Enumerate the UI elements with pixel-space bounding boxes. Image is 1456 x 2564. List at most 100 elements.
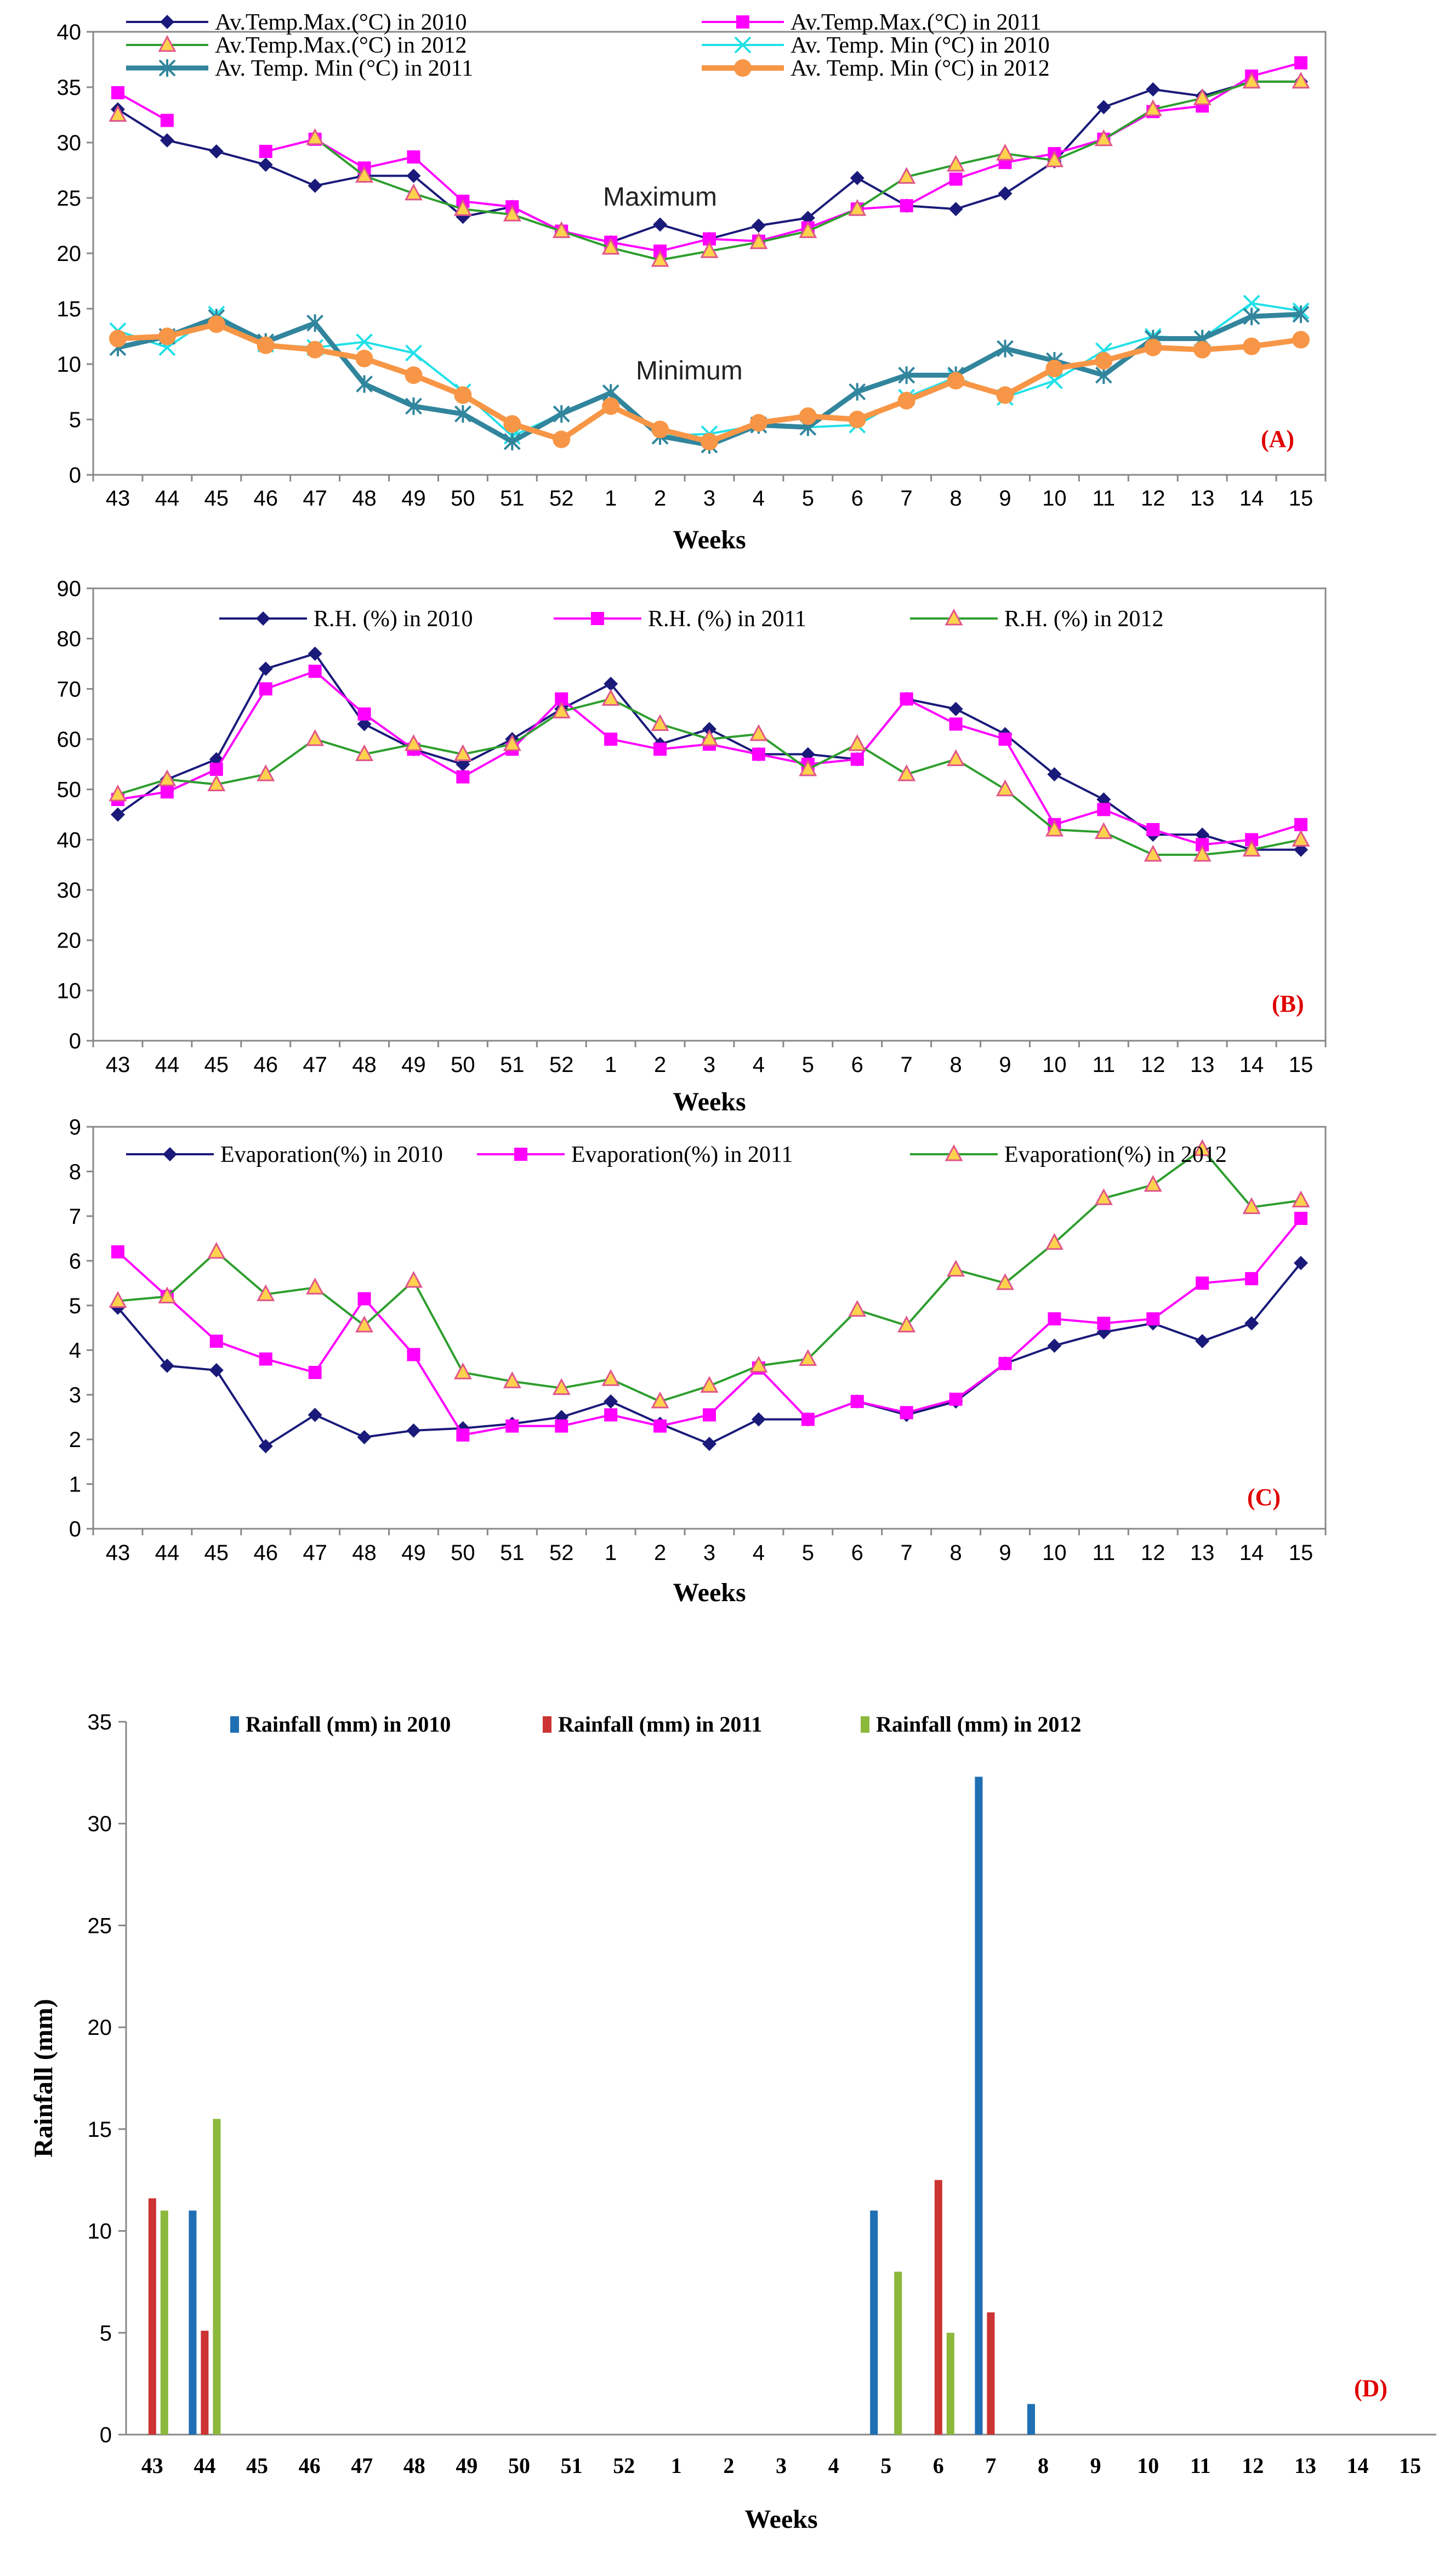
data-point xyxy=(996,1273,1015,1290)
data-point xyxy=(404,734,423,751)
data-point xyxy=(109,784,127,802)
x-tick-label: 2 xyxy=(723,2453,734,2478)
legend-entry: R.H. (%) in 2011 xyxy=(648,606,806,632)
data-point xyxy=(1047,767,1062,782)
x-tick-label: 2 xyxy=(654,486,666,510)
data-point xyxy=(503,1371,521,1388)
y-tick-label: 0 xyxy=(69,1029,81,1053)
data-point xyxy=(306,341,324,359)
data-point xyxy=(453,1362,472,1380)
legend-swatch-marker xyxy=(163,1147,177,1161)
x-tick-label: 5 xyxy=(802,1541,814,1565)
data-point xyxy=(1097,803,1111,816)
data-point xyxy=(1294,1211,1308,1225)
series-line xyxy=(117,1148,1301,1403)
data-point xyxy=(209,144,224,159)
panel-label: (A) xyxy=(1261,426,1294,452)
data-point xyxy=(848,734,867,751)
x-tick-label: 1 xyxy=(671,2453,682,2478)
panel-label: (C) xyxy=(1247,1484,1281,1511)
panel-label: (B) xyxy=(1272,990,1304,1017)
x-tick-label: 7 xyxy=(901,486,913,510)
data-point xyxy=(1243,294,1260,312)
data-point xyxy=(900,1406,913,1420)
x-tick-label: 45 xyxy=(204,486,229,510)
series-line xyxy=(117,1217,1302,1436)
y-tick-label: 30 xyxy=(88,1812,112,1836)
data-point xyxy=(1146,82,1161,97)
data-point xyxy=(1193,1139,1212,1156)
legend-swatch-marker xyxy=(591,612,604,625)
data-point xyxy=(553,430,571,449)
data-point xyxy=(503,734,521,751)
x-tick-label: 12 xyxy=(1141,1053,1165,1077)
x-tick-label: 10 xyxy=(1042,1053,1067,1077)
x-tick-label: 46 xyxy=(253,1541,278,1565)
legend-entry: Evaporation(%) in 2010 xyxy=(220,1142,443,1167)
data-point xyxy=(259,1352,272,1366)
data-point xyxy=(1144,844,1162,862)
x-tick-label: 5 xyxy=(880,2453,891,2478)
bar xyxy=(201,2330,209,2435)
data-point xyxy=(1196,1277,1209,1290)
y-tick-label: 5 xyxy=(69,408,81,432)
x-tick-label: 49 xyxy=(401,1053,426,1077)
legend-entry: Av.Temp.Max.(°C) in 2011 xyxy=(790,10,1042,35)
data-point xyxy=(355,349,373,367)
data-point xyxy=(1045,819,1063,837)
data-point xyxy=(651,1391,669,1409)
legend-entry: Evaporation(%) in 2011 xyxy=(571,1142,793,1167)
legend-entry: Av. Temp. Min (°C) in 2012 xyxy=(790,56,1050,81)
x-tick-label: 48 xyxy=(352,1053,377,1077)
y-tick-label: 80 xyxy=(57,627,82,651)
x-tick-label: 1 xyxy=(605,1053,617,1077)
x-tick-label: 14 xyxy=(1239,1541,1264,1565)
data-point xyxy=(553,405,570,423)
legend-swatch xyxy=(230,1716,239,1733)
series-1 xyxy=(111,56,1308,258)
x-tick-label: 14 xyxy=(1239,1053,1264,1077)
y-tick-label: 5 xyxy=(69,1294,81,1318)
data-point xyxy=(1045,360,1063,378)
legend-entry: Av.Temp.Max.(°C) in 2012 xyxy=(215,33,467,58)
data-point xyxy=(1144,99,1162,116)
legend-entry: Av. Temp. Min (°C) in 2011 xyxy=(215,56,473,81)
legend-swatch-marker xyxy=(945,608,963,626)
y-tick-label: 3 xyxy=(69,1383,81,1408)
data-point xyxy=(207,315,225,333)
series-line xyxy=(117,92,168,122)
data-point xyxy=(996,386,1014,404)
bar xyxy=(870,2210,878,2435)
data-point xyxy=(259,145,272,158)
data-point xyxy=(601,689,620,706)
data-point xyxy=(308,178,322,193)
data-point xyxy=(306,314,324,332)
data-point xyxy=(356,333,373,351)
data-point xyxy=(604,677,618,691)
data-point xyxy=(405,397,422,415)
data-point xyxy=(801,1413,815,1426)
data-point xyxy=(700,729,719,746)
x-tick-label: 51 xyxy=(500,1541,525,1565)
data-point xyxy=(1292,331,1310,349)
data-point xyxy=(998,186,1013,201)
data-point xyxy=(406,168,421,183)
series-2 xyxy=(109,71,1310,267)
x-tick-label: 14 xyxy=(1347,2453,1369,2478)
x-tick-label: 12 xyxy=(1141,1541,1165,1565)
data-point xyxy=(799,1349,817,1366)
bar xyxy=(987,2312,995,2435)
data-point xyxy=(997,339,1014,358)
data-point xyxy=(404,183,423,201)
data-point xyxy=(1095,351,1113,370)
x-tick-label: 9 xyxy=(999,1053,1011,1077)
data-point xyxy=(258,661,273,676)
x-tick-label: 43 xyxy=(141,2453,163,2478)
data-point xyxy=(947,749,965,767)
data-point xyxy=(1245,1272,1259,1285)
data-point xyxy=(1195,1334,1210,1348)
data-point xyxy=(456,770,470,784)
data-point xyxy=(257,1284,275,1301)
annotation-maximum: Maximum xyxy=(603,183,717,212)
y-tick-label: 10 xyxy=(88,2220,112,2244)
